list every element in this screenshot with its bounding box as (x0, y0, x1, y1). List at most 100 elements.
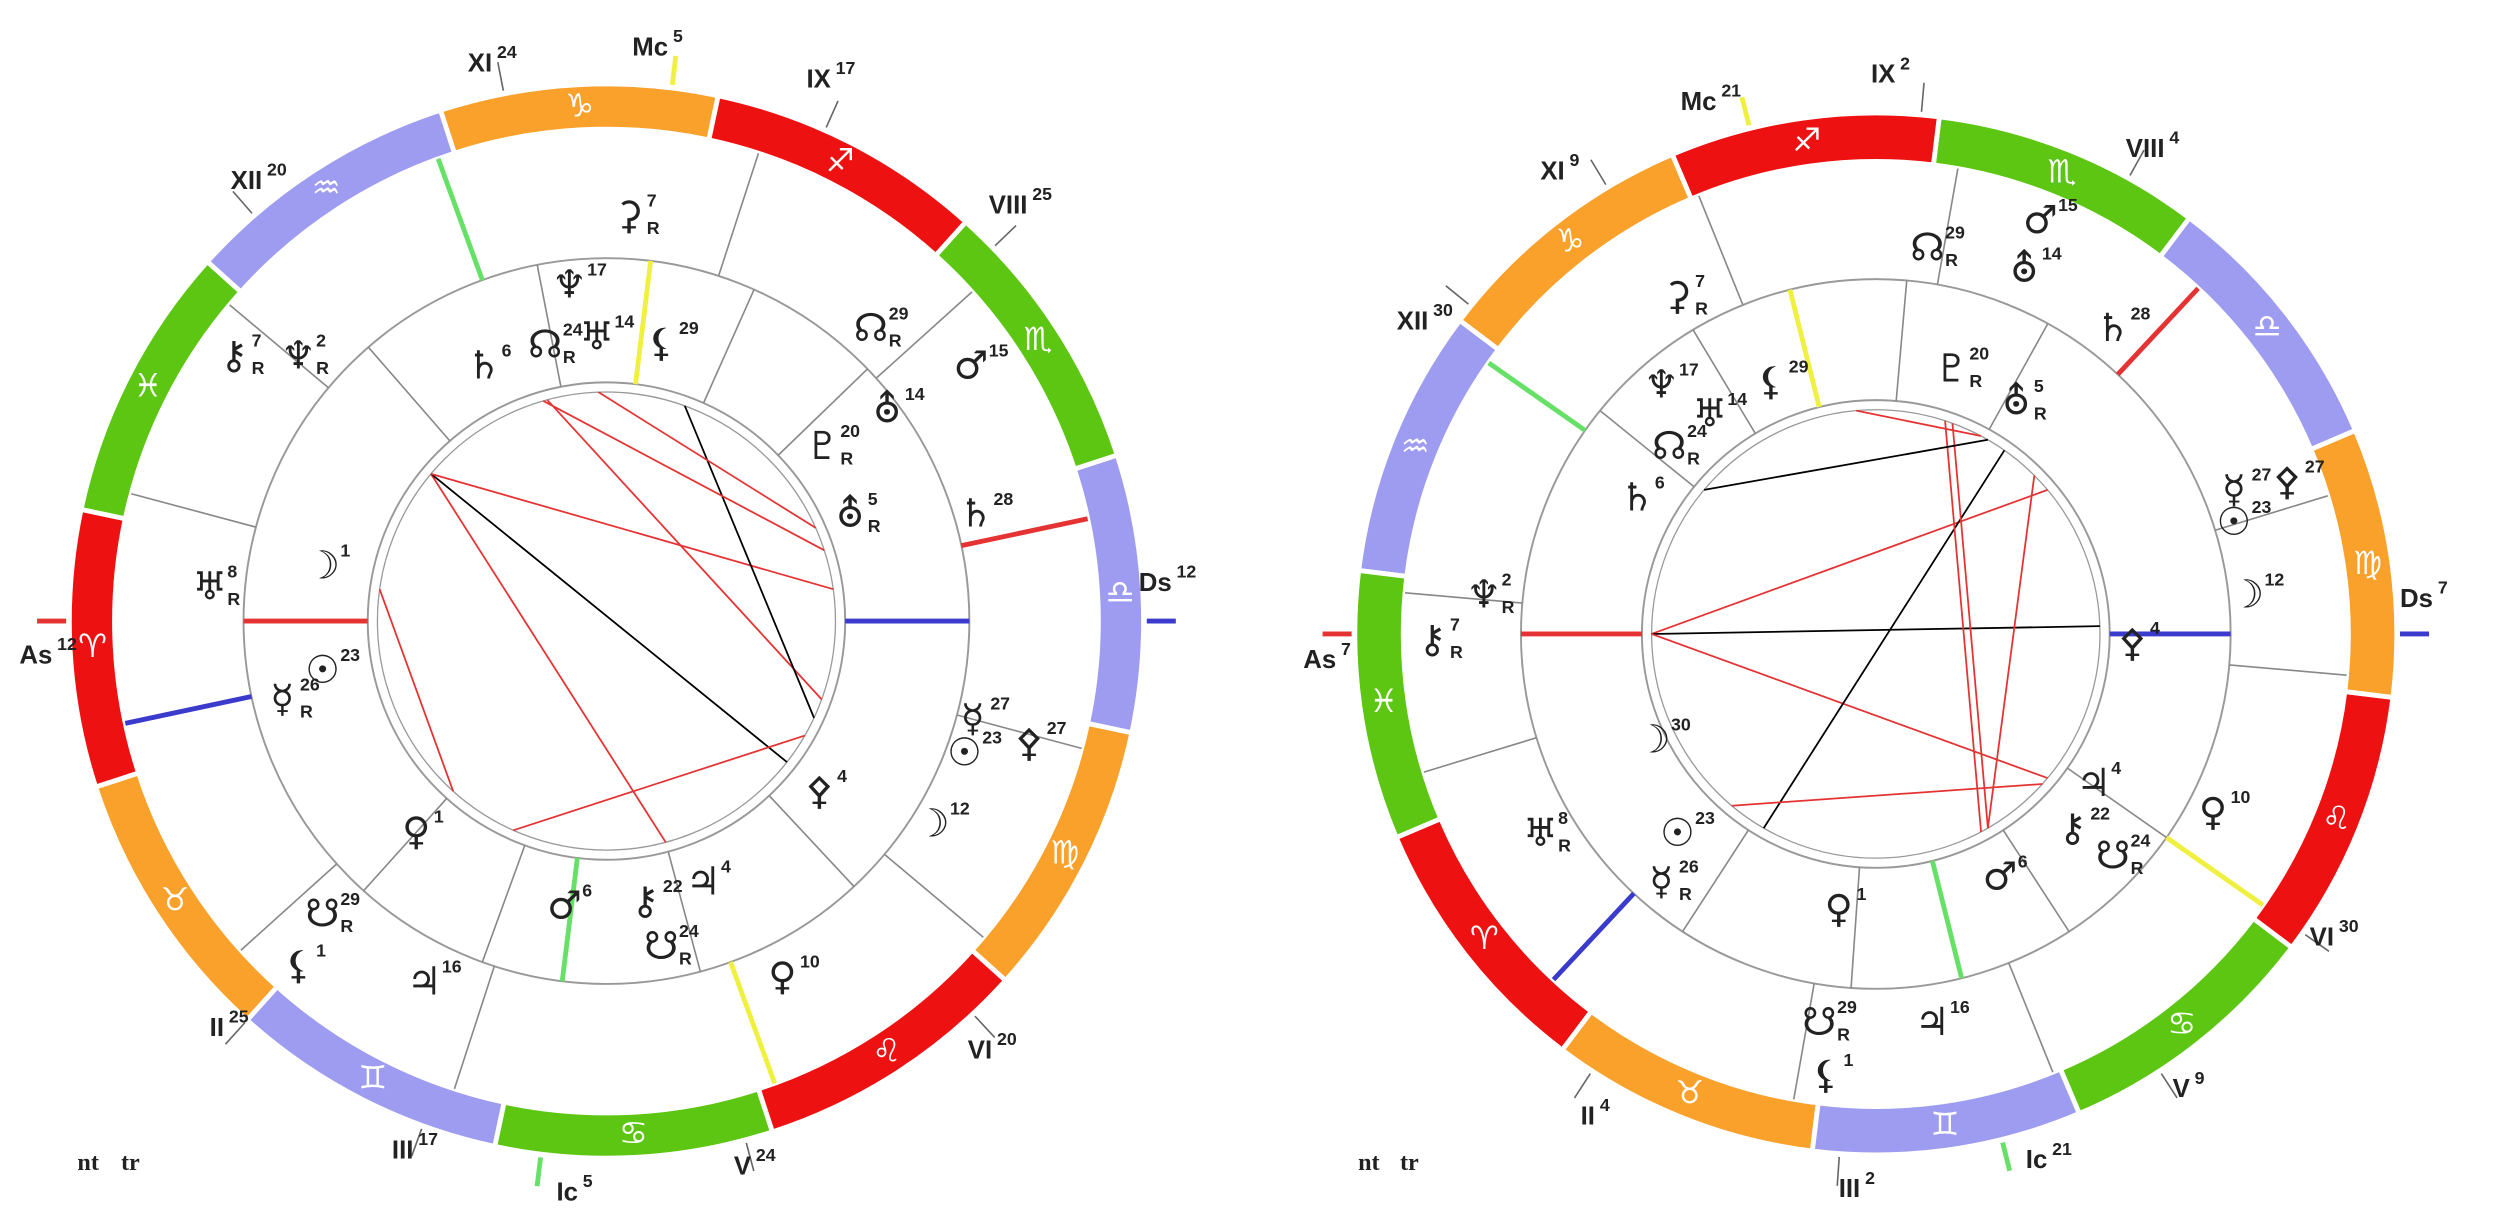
planet-degree: 5 (868, 489, 878, 509)
sign-glyph: ♒ (1401, 427, 1430, 465)
planet-glyph: ⚸ (1757, 359, 1785, 404)
cusp-tick (2000, 1142, 2012, 1172)
planet-glyph: ♀ (2199, 790, 2227, 835)
house-degree: 25 (229, 1007, 249, 1027)
planet-glyph: ⚸ (647, 321, 675, 366)
cusp-tick (1739, 96, 1752, 126)
house-degree: 17 (836, 58, 856, 78)
sign-glyph: ♈ (1470, 919, 1499, 957)
house-cusp (768, 795, 855, 888)
sign-glyph: ♎ (1106, 573, 1135, 611)
planet-glyph: ☽ (1636, 718, 1671, 763)
house-spoke (875, 291, 973, 379)
house-label: Ds (1139, 569, 1172, 597)
planet-degree: 29 (1945, 223, 1965, 243)
planet-glyph: ♀ (1825, 887, 1853, 932)
house-degree: 24 (497, 42, 517, 62)
planet-degree: 23 (340, 645, 360, 665)
planet-glyph: ♂ (547, 884, 582, 929)
planet-glyph: ☿ (2222, 468, 2246, 513)
sign-glyph: ♉ (1675, 1074, 1704, 1112)
aspect-line (378, 588, 455, 792)
planet-degree: 1 (434, 807, 444, 827)
sign-glyph: ♊ (1930, 1105, 1959, 1143)
house-label: VI (968, 1037, 992, 1065)
planet-degree: 17 (1679, 360, 1699, 380)
aspect-line (1651, 625, 2100, 635)
planet-degree: 20 (1969, 344, 1989, 364)
planet-degree: 27 (990, 694, 1010, 714)
planet-glyph: ♅ (1692, 392, 1727, 437)
planet-glyph: ♆ (552, 263, 587, 308)
planet-degree: 6 (2018, 852, 2028, 872)
planet-retro: R (1945, 250, 1958, 270)
sign-glyph: ♌ (872, 1032, 901, 1070)
planet-glyph: ⛢ (2010, 247, 2038, 292)
planet-degree: 29 (1789, 357, 1809, 377)
aspect-line (542, 400, 825, 552)
house-degree: 7 (1341, 639, 1351, 659)
planet-degree: 30 (1671, 715, 1691, 735)
planet-degree: 22 (663, 876, 683, 896)
house-cusp (2002, 829, 2070, 932)
house-spoke (453, 965, 496, 1090)
planet-glyph: ☉ (947, 730, 982, 775)
aspect-line (1703, 438, 1989, 491)
planet-retro: R (2034, 403, 2047, 423)
cusp-tick (1590, 159, 1607, 186)
planet-glyph: ☿ (270, 677, 294, 722)
planet-degree: 8 (1558, 808, 1568, 828)
cusp-tick (1445, 285, 1469, 305)
planet-degree: 14 (615, 311, 635, 331)
wheel-circle (1650, 409, 2101, 859)
planet-glyph: ♃ (686, 859, 721, 904)
sign-glyph: ♌ (2322, 799, 2351, 837)
house-degree: 20 (267, 160, 287, 180)
planet-glyph: ♂ (2023, 198, 2058, 243)
planet-degree: 14 (2042, 244, 2062, 264)
planet-glyph: ♅ (192, 564, 227, 609)
house-degree: 4 (2169, 127, 2179, 147)
planet-glyph: ⚴ (2273, 459, 2301, 504)
sign-glyph: ♍ (2353, 544, 2382, 582)
cusp-tick (2304, 933, 2330, 952)
planet-degree: 7 (647, 190, 657, 210)
planet-glyph: ☿ (961, 697, 985, 742)
planet-retro: R (316, 358, 329, 378)
house-cusp (367, 346, 451, 442)
planet-degree: 27 (2305, 457, 2325, 477)
sign-glyph: ♍ (1050, 834, 1079, 872)
planet-degree: 29 (889, 303, 909, 323)
planet-degree: 14 (905, 384, 925, 404)
house-label: As (19, 641, 52, 669)
planet-degree: 4 (837, 766, 847, 786)
sign-glyph: ♊ (358, 1059, 387, 1097)
aspect-line (1651, 633, 2048, 779)
house-cusp (702, 289, 755, 404)
planet-glyph: ♃ (407, 959, 442, 1004)
cusp-tick (745, 1142, 755, 1172)
planet-degree: 28 (994, 489, 1014, 509)
planet-degree: 10 (800, 952, 820, 972)
house-degree: 2 (1900, 53, 1910, 73)
house-degree: 30 (2339, 916, 2359, 936)
house-cusp (1850, 867, 1861, 988)
planet-degree: 24 (1687, 421, 1707, 441)
footer-label: tr (121, 1149, 140, 1176)
planet-degree: 10 (2231, 787, 2251, 807)
house-degree: 25 (1032, 184, 1052, 204)
planet-degree: 7 (1450, 615, 1460, 635)
cusp-tick (497, 62, 505, 91)
planet-degree: 5 (2034, 376, 2044, 396)
planet-glyph: ⚴ (2118, 621, 2146, 666)
planet-glyph: ♆ (281, 334, 316, 379)
house-degree: 20 (997, 1029, 1017, 1049)
planet-retro: R (1679, 884, 1692, 904)
planet-glyph: ☋ (644, 924, 678, 969)
planet-degree: 8 (227, 561, 237, 581)
planet-glyph: ⛢ (836, 492, 864, 537)
house-degree: 21 (1721, 81, 1741, 101)
planet-glyph: ♀ (402, 809, 430, 854)
cusp-tick (1836, 1156, 1841, 1186)
